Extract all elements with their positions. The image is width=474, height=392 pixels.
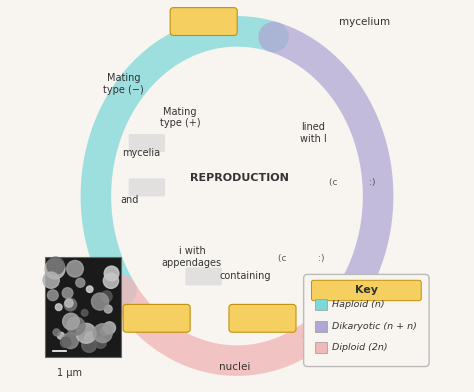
Circle shape <box>47 257 64 274</box>
Circle shape <box>64 298 77 311</box>
Bar <box>315 321 327 332</box>
Text: (c           :): (c :) <box>278 254 325 263</box>
Text: Mating
type (−): Mating type (−) <box>103 73 144 95</box>
Circle shape <box>91 293 109 310</box>
Circle shape <box>45 259 65 279</box>
Circle shape <box>103 322 116 334</box>
Text: Mating
type (+): Mating type (+) <box>160 107 201 129</box>
Circle shape <box>63 313 79 330</box>
Bar <box>315 299 327 310</box>
Circle shape <box>60 337 71 348</box>
Text: mycelium: mycelium <box>339 16 390 27</box>
Circle shape <box>95 337 106 348</box>
FancyBboxPatch shape <box>128 134 165 152</box>
Text: containing: containing <box>219 271 271 281</box>
Circle shape <box>104 305 112 313</box>
Text: i with
appendages: i with appendages <box>162 246 222 268</box>
Circle shape <box>65 299 73 307</box>
Circle shape <box>62 288 73 298</box>
Circle shape <box>57 332 64 339</box>
Circle shape <box>85 332 96 342</box>
FancyBboxPatch shape <box>185 267 222 285</box>
Circle shape <box>67 260 83 277</box>
Text: REPRODUCTION: REPRODUCTION <box>190 173 288 183</box>
Circle shape <box>101 291 112 302</box>
FancyBboxPatch shape <box>123 304 190 332</box>
Text: Dikaryotic (n + n): Dikaryotic (n + n) <box>332 322 417 330</box>
Circle shape <box>67 317 85 335</box>
Text: and: and <box>120 195 138 205</box>
Circle shape <box>53 329 60 336</box>
FancyBboxPatch shape <box>311 280 421 301</box>
Circle shape <box>100 327 109 336</box>
Circle shape <box>82 338 97 352</box>
Text: mycelia: mycelia <box>122 148 160 158</box>
Circle shape <box>63 333 79 348</box>
Circle shape <box>93 324 112 343</box>
Text: lined
with l: lined with l <box>300 122 327 144</box>
Circle shape <box>76 278 85 287</box>
Circle shape <box>82 310 88 316</box>
Text: (c           :): (c :) <box>329 178 376 187</box>
Text: nuclei: nuclei <box>219 361 251 372</box>
FancyBboxPatch shape <box>304 274 429 367</box>
Text: Diploid (2n): Diploid (2n) <box>332 343 387 352</box>
Bar <box>315 342 327 353</box>
Circle shape <box>86 286 93 292</box>
Text: 1 μm: 1 μm <box>57 368 82 378</box>
Text: Key: Key <box>355 285 378 296</box>
Circle shape <box>43 272 59 288</box>
Circle shape <box>55 304 62 310</box>
Circle shape <box>104 266 119 281</box>
FancyBboxPatch shape <box>128 178 165 196</box>
Circle shape <box>76 323 96 343</box>
FancyBboxPatch shape <box>229 304 296 332</box>
Text: Haploid (n): Haploid (n) <box>332 300 384 309</box>
Circle shape <box>103 273 118 289</box>
FancyBboxPatch shape <box>170 8 237 36</box>
Circle shape <box>47 290 58 301</box>
FancyBboxPatch shape <box>45 257 121 357</box>
